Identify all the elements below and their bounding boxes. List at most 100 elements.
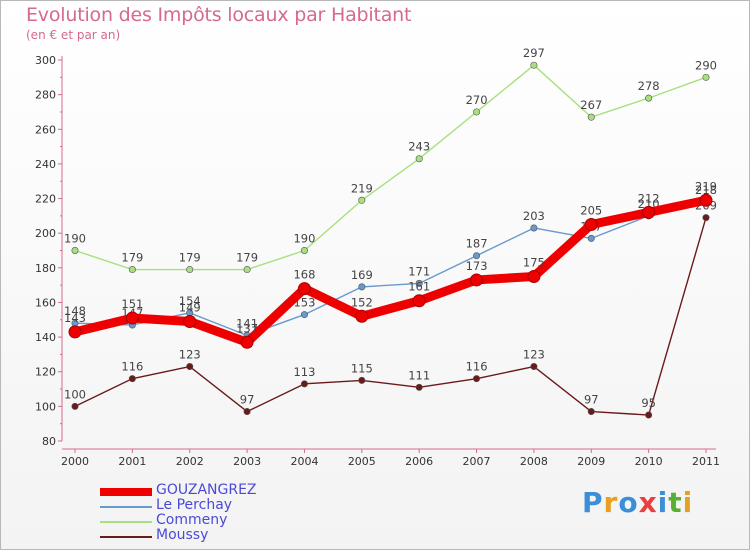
legend-label-moussy: Moussy bbox=[156, 527, 209, 543]
y-tick-label: 160 bbox=[35, 296, 56, 309]
chart-subtitle: (en € et par an) bbox=[26, 28, 121, 42]
legend-swatch-gouzangrez bbox=[100, 488, 152, 496]
data-point-gouzangrez bbox=[699, 193, 713, 207]
data-label-le-perchay: 141 bbox=[236, 316, 258, 330]
data-point-moussy bbox=[300, 380, 308, 388]
data-point-commeny bbox=[243, 266, 251, 274]
data-label-gouzangrez: 151 bbox=[121, 297, 143, 311]
y-tick-label: 80 bbox=[42, 435, 56, 448]
x-tick-label: 2005 bbox=[348, 455, 376, 468]
legend-swatch-le-perchay bbox=[100, 506, 152, 508]
data-label-gouzangrez: 149 bbox=[179, 301, 201, 315]
data-point-commeny bbox=[415, 155, 423, 163]
y-tick-label: 260 bbox=[35, 123, 56, 136]
data-label-gouzangrez: 161 bbox=[408, 280, 430, 294]
data-label-moussy: 116 bbox=[121, 360, 143, 374]
data-point-commeny bbox=[358, 196, 366, 204]
legend-label-commeny: Commeny bbox=[156, 512, 228, 528]
data-point-le-perchay bbox=[530, 224, 538, 232]
data-label-le-perchay: 171 bbox=[408, 264, 430, 278]
data-label-le-perchay: 148 bbox=[64, 304, 86, 318]
data-label-le-perchay: 154 bbox=[179, 294, 201, 308]
data-point-commeny bbox=[530, 61, 538, 69]
legend-item-commeny: Commeny bbox=[100, 512, 360, 529]
chart-title: Evolution des Impôts locaux par Habitant bbox=[26, 4, 412, 26]
data-point-moussy bbox=[645, 411, 653, 419]
x-tick-label: 2007 bbox=[463, 455, 491, 468]
data-label-moussy: 123 bbox=[523, 348, 545, 362]
data-point-moussy bbox=[530, 363, 538, 371]
data-point-commeny bbox=[587, 113, 595, 121]
y-tick-label: 140 bbox=[35, 331, 56, 344]
data-point-moussy bbox=[128, 375, 136, 383]
legend-label-gouzangrez: GOUZANGREZ bbox=[156, 482, 257, 498]
data-point-commeny bbox=[186, 266, 194, 274]
data-label-gouzangrez: 219 bbox=[695, 179, 717, 193]
data-label-commeny: 270 bbox=[466, 93, 488, 107]
y-tick-label: 120 bbox=[35, 366, 56, 379]
data-label-commeny: 219 bbox=[351, 181, 373, 195]
data-point-gouzangrez bbox=[183, 315, 197, 329]
data-point-gouzangrez bbox=[355, 309, 369, 323]
data-point-commeny bbox=[71, 247, 79, 255]
proxiti-logo: Proxiti bbox=[582, 486, 693, 519]
data-label-le-perchay: 218 bbox=[695, 183, 717, 197]
data-point-le-perchay bbox=[473, 252, 481, 260]
logo-letter: x bbox=[638, 486, 658, 519]
data-point-gouzangrez bbox=[125, 311, 139, 325]
data-label-commeny: 179 bbox=[179, 251, 201, 265]
data-label-commeny: 297 bbox=[523, 46, 545, 60]
legend-swatch-commeny bbox=[100, 521, 152, 523]
series-line-moussy bbox=[74, 216, 707, 416]
data-label-le-perchay: 187 bbox=[466, 237, 488, 251]
logo-letter: P bbox=[582, 486, 604, 519]
x-tick-label: 2001 bbox=[118, 455, 146, 468]
series-line-commeny bbox=[74, 64, 707, 271]
logo-letter: i bbox=[657, 486, 669, 519]
data-label-moussy: 116 bbox=[466, 360, 488, 374]
legend: GOUZANGREZ Le Perchay Commeny Moussy bbox=[100, 482, 360, 544]
data-label-gouzangrez: 137 bbox=[236, 321, 258, 335]
data-label-gouzangrez: 168 bbox=[293, 268, 315, 282]
data-point-gouzangrez bbox=[68, 325, 82, 339]
y-tick-label: 300 bbox=[35, 54, 56, 67]
data-label-gouzangrez: 175 bbox=[523, 255, 545, 269]
legend-item-gouzangrez: GOUZANGREZ bbox=[100, 482, 360, 499]
data-point-moussy bbox=[473, 375, 481, 383]
logo-letter: t bbox=[668, 486, 683, 519]
y-tick-label: 180 bbox=[35, 262, 56, 275]
data-label-moussy: 111 bbox=[408, 368, 430, 382]
y-tick-label: 220 bbox=[35, 193, 56, 206]
legend-swatch-moussy bbox=[100, 536, 152, 538]
legend-item-le-perchay: Le Perchay bbox=[100, 497, 360, 514]
data-point-moussy bbox=[71, 402, 79, 410]
data-point-gouzangrez bbox=[240, 335, 254, 349]
data-point-commeny bbox=[702, 73, 710, 81]
data-point-gouzangrez bbox=[584, 218, 598, 232]
data-label-gouzangrez: 205 bbox=[580, 204, 602, 218]
data-label-commeny: 267 bbox=[580, 98, 602, 112]
data-label-moussy: 95 bbox=[641, 396, 656, 410]
data-label-gouzangrez: 152 bbox=[351, 295, 373, 309]
data-label-le-perchay: 169 bbox=[351, 268, 373, 282]
x-tick-label: 2011 bbox=[692, 455, 720, 468]
data-point-gouzangrez bbox=[527, 269, 541, 283]
data-point-commeny bbox=[645, 94, 653, 102]
data-point-commeny bbox=[128, 266, 136, 274]
data-label-commeny: 278 bbox=[638, 79, 660, 93]
data-point-moussy bbox=[243, 408, 251, 416]
series-line-gouzangrez bbox=[70, 195, 711, 347]
logo-letter: o bbox=[618, 486, 639, 519]
data-point-gouzangrez bbox=[412, 294, 426, 308]
data-point-commeny bbox=[300, 247, 308, 255]
y-tick-label: 280 bbox=[35, 89, 56, 102]
data-label-commeny: 190 bbox=[293, 232, 315, 246]
x-tick-label: 2006 bbox=[405, 455, 433, 468]
data-label-commeny: 243 bbox=[408, 140, 430, 154]
data-label-moussy: 97 bbox=[240, 393, 255, 407]
data-point-gouzangrez bbox=[642, 205, 656, 219]
y-tick-label: 200 bbox=[35, 227, 56, 240]
x-tick-label: 2004 bbox=[290, 455, 318, 468]
data-point-moussy bbox=[358, 376, 366, 384]
